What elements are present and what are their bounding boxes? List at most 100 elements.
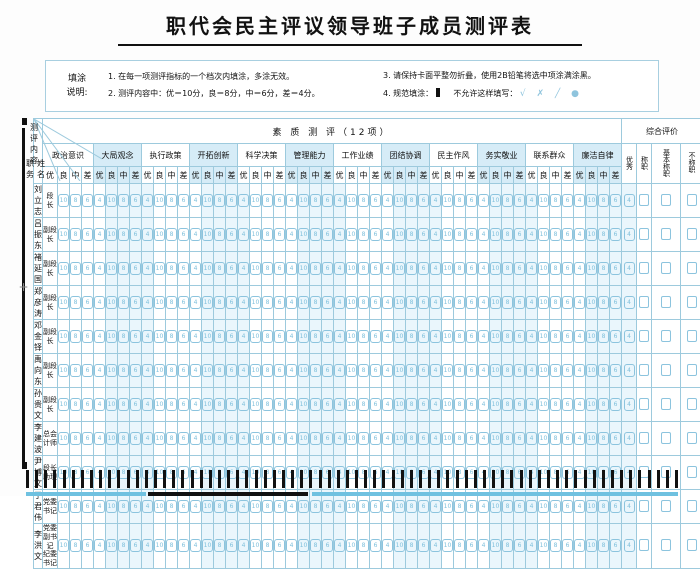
bubble-8[interactable]: 8	[262, 364, 273, 377]
bubble-6[interactable]: 6	[562, 432, 573, 445]
bubble-cell-r2-c8-优[interactable]: 10	[394, 218, 406, 252]
bubble-cell-r3-c8-优[interactable]: 10	[394, 252, 406, 286]
overall-checkbox[interactable]	[661, 398, 671, 410]
bubble-cell-r7-c4-良[interactable]: 8	[214, 388, 226, 422]
bubble-10[interactable]: 10	[106, 398, 117, 411]
bubble-cell-r7-c11-差[interactable]: 4	[574, 388, 586, 422]
bubble-4[interactable]: 4	[94, 262, 105, 275]
bubble-cell-r11-c1-中[interactable]: 6	[82, 524, 94, 569]
overall-checkbox[interactable]	[639, 194, 649, 206]
bubble-10[interactable]: 10	[586, 432, 597, 445]
bubble-10[interactable]: 10	[394, 364, 405, 377]
bubble-8[interactable]: 8	[502, 262, 513, 275]
bubble-10[interactable]: 10	[298, 432, 309, 445]
bubble-6[interactable]: 6	[466, 194, 477, 207]
bubble-10[interactable]: 10	[58, 539, 69, 552]
bubble-4[interactable]: 4	[286, 432, 297, 445]
bubble-cell-r5-c2-优[interactable]: 10	[106, 320, 118, 354]
bubble-10[interactable]: 10	[346, 432, 357, 445]
overall-checkbox[interactable]	[661, 228, 671, 240]
bubble-cell-r5-c3-良[interactable]: 8	[166, 320, 178, 354]
bubble-6[interactable]: 6	[322, 228, 333, 241]
bubble-cell-r1-c10-中[interactable]: 6	[514, 184, 526, 218]
overall-checkbox[interactable]	[687, 432, 697, 444]
bubble-6[interactable]: 6	[322, 500, 333, 513]
bubble-cell-r7-c5-中[interactable]: 6	[274, 388, 286, 422]
bubble-cell-r3-c11-差[interactable]: 4	[574, 252, 586, 286]
bubble-4[interactable]: 4	[526, 228, 537, 241]
bubble-cell-r5-c10-良[interactable]: 8	[502, 320, 514, 354]
bubble-cell-r11-c6-良[interactable]: 8	[310, 524, 322, 569]
overall-cell-r7-基本称职[interactable]	[681, 388, 700, 422]
bubble-cell-r7-c3-优[interactable]: 10	[154, 388, 166, 422]
bubble-cell-r7-c3-良[interactable]: 8	[166, 388, 178, 422]
bubble-4[interactable]: 4	[190, 296, 201, 309]
bubble-6[interactable]: 6	[370, 364, 381, 377]
bubble-6[interactable]: 6	[562, 262, 573, 275]
bubble-10[interactable]: 10	[394, 228, 405, 241]
bubble-10[interactable]: 10	[490, 228, 501, 241]
bubble-cell-r11-c11-良[interactable]: 8	[550, 524, 562, 569]
bubble-cell-r8-c8-优[interactable]: 10	[394, 422, 406, 456]
overall-checkbox[interactable]	[661, 194, 671, 206]
bubble-8[interactable]: 8	[214, 539, 225, 552]
bubble-cell-r8-c6-优[interactable]: 10	[298, 422, 310, 456]
bubble-4[interactable]: 4	[624, 500, 635, 513]
bubble-4[interactable]: 4	[142, 432, 153, 445]
bubble-10[interactable]: 10	[250, 432, 261, 445]
overall-checkbox[interactable]	[687, 228, 697, 240]
bubble-cell-r8-c1-良[interactable]: 8	[70, 422, 82, 456]
bubble-10[interactable]: 10	[250, 296, 261, 309]
bubble-10[interactable]: 10	[586, 364, 597, 377]
bubble-cell-r4-c7-优[interactable]: 10	[346, 286, 358, 320]
bubble-cell-r3-c9-优[interactable]: 10	[442, 252, 454, 286]
bubble-cell-r5-c5-中[interactable]: 6	[274, 320, 286, 354]
bubble-4[interactable]: 4	[478, 398, 489, 411]
bubble-6[interactable]: 6	[514, 194, 525, 207]
bubble-cell-r8-c11-优[interactable]: 10	[538, 422, 550, 456]
bubble-6[interactable]: 6	[178, 364, 189, 377]
bubble-cell-r6-c9-中[interactable]: 6	[466, 354, 478, 388]
bubble-cell-r1-c4-优[interactable]: 10	[202, 184, 214, 218]
bubble-cell-r8-c2-良[interactable]: 8	[118, 422, 130, 456]
bubble-cell-r2-c3-中[interactable]: 6	[178, 218, 190, 252]
bubble-cell-r7-c12-中[interactable]: 6	[610, 388, 622, 422]
bubble-6[interactable]: 6	[514, 296, 525, 309]
bubble-6[interactable]: 6	[466, 398, 477, 411]
overall-checkbox[interactable]	[661, 500, 671, 512]
bubble-4[interactable]: 4	[94, 500, 105, 513]
overall-cell-r2-优秀[interactable]	[637, 218, 652, 252]
bubble-6[interactable]: 6	[610, 539, 621, 552]
bubble-4[interactable]: 4	[526, 500, 537, 513]
bubble-cell-r2-c6-中[interactable]: 6	[322, 218, 334, 252]
bubble-cell-r2-c11-中[interactable]: 6	[562, 218, 574, 252]
bubble-cell-r7-c2-良[interactable]: 8	[118, 388, 130, 422]
bubble-cell-r5-c9-中[interactable]: 6	[466, 320, 478, 354]
bubble-10[interactable]: 10	[58, 262, 69, 275]
bubble-8[interactable]: 8	[406, 432, 417, 445]
bubble-cell-r11-c2-中[interactable]: 6	[130, 524, 142, 569]
bubble-cell-r8-c4-优[interactable]: 10	[202, 422, 214, 456]
bubble-8[interactable]: 8	[406, 296, 417, 309]
bubble-cell-r11-c7-差[interactable]: 4	[382, 524, 394, 569]
bubble-10[interactable]: 10	[106, 262, 117, 275]
bubble-8[interactable]: 8	[358, 228, 369, 241]
bubble-4[interactable]: 4	[190, 500, 201, 513]
bubble-4[interactable]: 4	[624, 194, 635, 207]
bubble-cell-r3-c2-优[interactable]: 10	[106, 252, 118, 286]
bubble-10[interactable]: 10	[586, 398, 597, 411]
bubble-cell-r3-c10-优[interactable]: 10	[490, 252, 502, 286]
bubble-cell-r2-c7-优[interactable]: 10	[346, 218, 358, 252]
bubble-10[interactable]: 10	[394, 432, 405, 445]
bubble-6[interactable]: 6	[514, 500, 525, 513]
bubble-cell-r11-c3-良[interactable]: 8	[166, 524, 178, 569]
bubble-4[interactable]: 4	[478, 500, 489, 513]
bubble-4[interactable]: 4	[624, 296, 635, 309]
bubble-10[interactable]: 10	[154, 228, 165, 241]
bubble-cell-r11-c8-中[interactable]: 6	[418, 524, 430, 569]
bubble-10[interactable]: 10	[538, 398, 549, 411]
bubble-6[interactable]: 6	[226, 539, 237, 552]
bubble-4[interactable]: 4	[238, 330, 249, 343]
bubble-cell-r3-c5-中[interactable]: 6	[274, 252, 286, 286]
bubble-cell-r8-c4-差[interactable]: 4	[238, 422, 250, 456]
